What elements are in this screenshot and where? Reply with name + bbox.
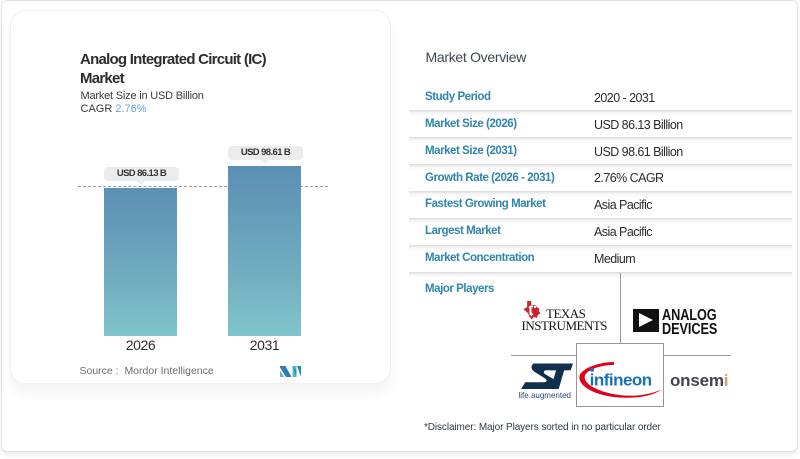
svg-text:infineon: infineon xyxy=(590,370,652,389)
